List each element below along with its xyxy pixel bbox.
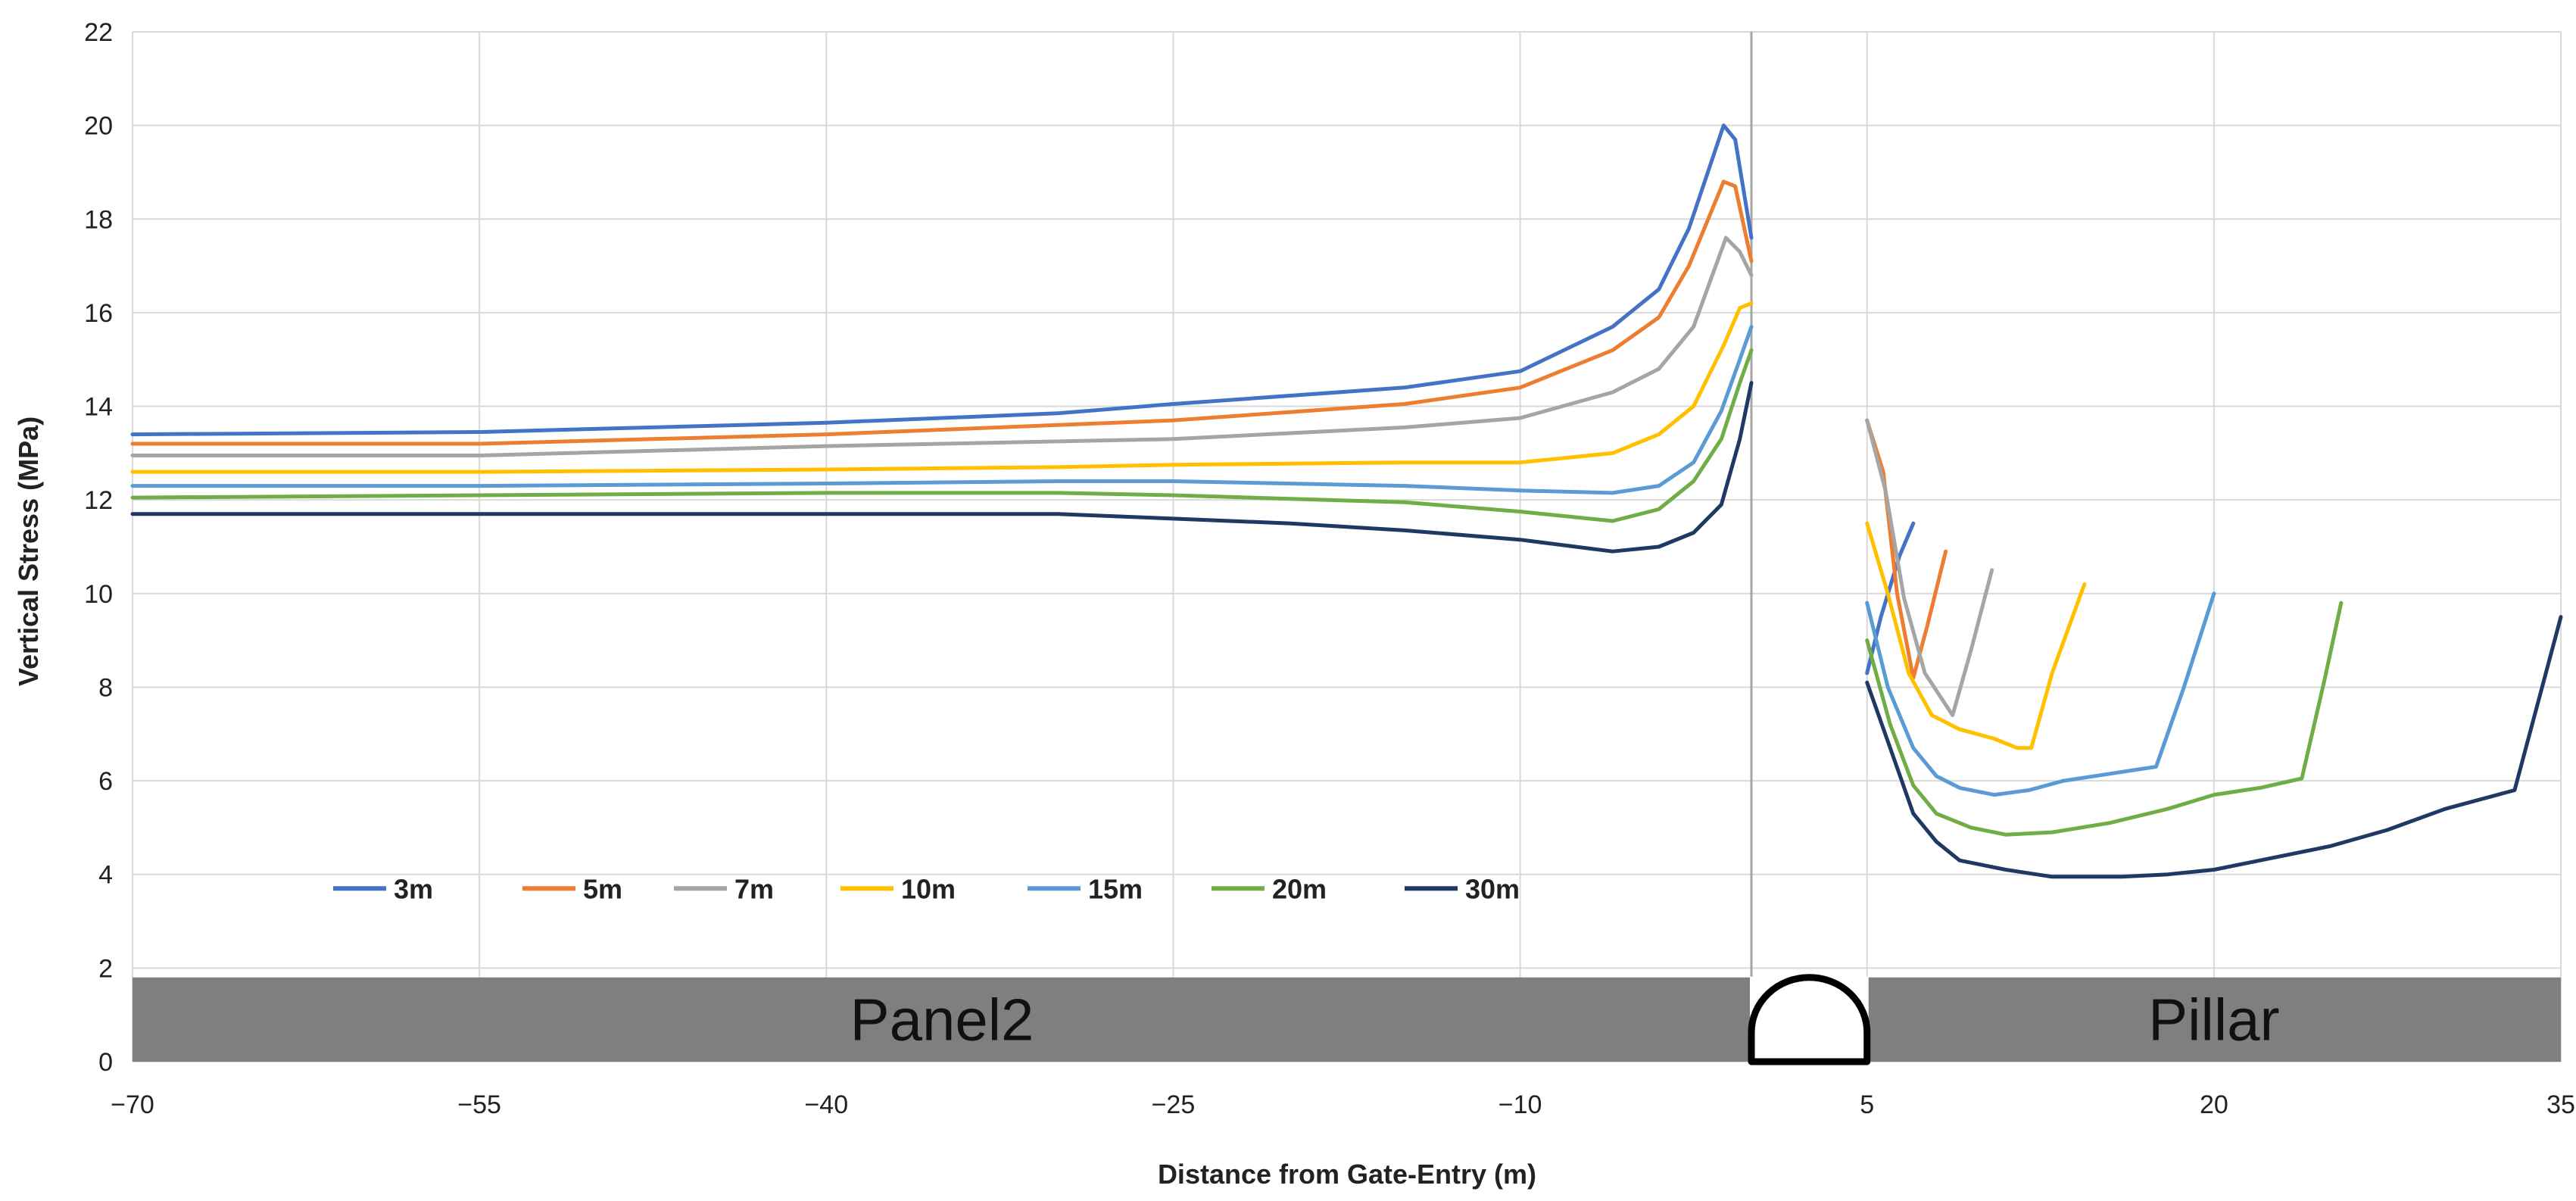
legend-label-20m: 20m [1272, 873, 1327, 904]
y-tick-label: 10 [84, 580, 113, 609]
x-tick-label: −10 [1499, 1090, 1542, 1119]
series-line-7m-pillar [1865, 418, 1994, 717]
panel2-label: Panel2 [850, 986, 1034, 1053]
y-tick-label: 6 [98, 767, 113, 796]
series-line-7m-panel [130, 236, 1754, 457]
series-line-15m-panel [130, 325, 1754, 495]
x-tick-label: 35 [2546, 1090, 2575, 1119]
y-gridlines [133, 31, 2561, 1062]
x-tick-label: 5 [1860, 1090, 1874, 1119]
series-line-5m-panel [130, 179, 1754, 446]
y-tick-label: 4 [98, 861, 113, 890]
series-line-3m-panel [130, 123, 1754, 437]
legend-label-3m: 3m [394, 873, 433, 904]
legend-label-5m: 5m [583, 873, 622, 904]
y-tick-label: 8 [98, 673, 113, 702]
x-tick-label: −55 [457, 1090, 501, 1119]
y-axis-title: Vertical Stress (MPa) [13, 416, 44, 686]
x-gridlines [132, 32, 2562, 1062]
series-line-3m-pillar [1865, 521, 1916, 675]
x-tick-label: 20 [2200, 1090, 2228, 1119]
legend-label-7m: 7m [734, 873, 774, 904]
panel-pillar-band [133, 977, 2561, 1062]
y-tick-label: 2 [98, 954, 113, 983]
legend-label-15m: 15m [1088, 873, 1143, 904]
y-tick-label: 14 [84, 393, 113, 422]
y-tick-label: 16 [84, 299, 113, 328]
series-line-15m-pillar [1865, 591, 2216, 797]
y-tick-label: 22 [84, 18, 113, 47]
x-tick-label: −25 [1152, 1090, 1196, 1119]
series-line-5m-pillar [1865, 418, 1948, 680]
pillar-label: Pillar [2148, 986, 2279, 1053]
y-tick-label: 0 [98, 1048, 113, 1077]
series-lines [130, 123, 2563, 879]
x-axis-title: Distance from Gate-Entry (m) [1158, 1159, 1536, 1190]
legend: 3m 5m 7m 10m 15m 20m 30m [333, 873, 1520, 904]
series-line-30m-pillar [1865, 615, 2563, 879]
series-line-10m-pillar [1865, 521, 2087, 750]
series-line-10m-panel [130, 301, 1754, 474]
series-line-30m-panel [130, 381, 1754, 554]
series-line-20m-panel [130, 348, 1754, 523]
series-line-20m-pillar [1865, 600, 2344, 837]
region-band: Panel2 Pillar [133, 974, 2561, 1065]
gate-entry-icon [1748, 974, 1871, 1065]
y-tick-labels: 0 2 4 6 8 10 12 14 16 18 20 22 [84, 18, 113, 1077]
legend-label-30m: 30m [1465, 873, 1520, 904]
x-tick-labels: −70 −55 −40 −25 −10 5 20 35 [111, 1090, 2575, 1119]
x-tick-label: −70 [111, 1090, 154, 1119]
legend-label-10m: 10m [901, 873, 956, 904]
y-tick-label: 18 [84, 205, 113, 234]
y-tick-label: 20 [84, 112, 113, 141]
x-tick-label: −40 [804, 1090, 848, 1119]
y-tick-label: 12 [84, 486, 113, 515]
